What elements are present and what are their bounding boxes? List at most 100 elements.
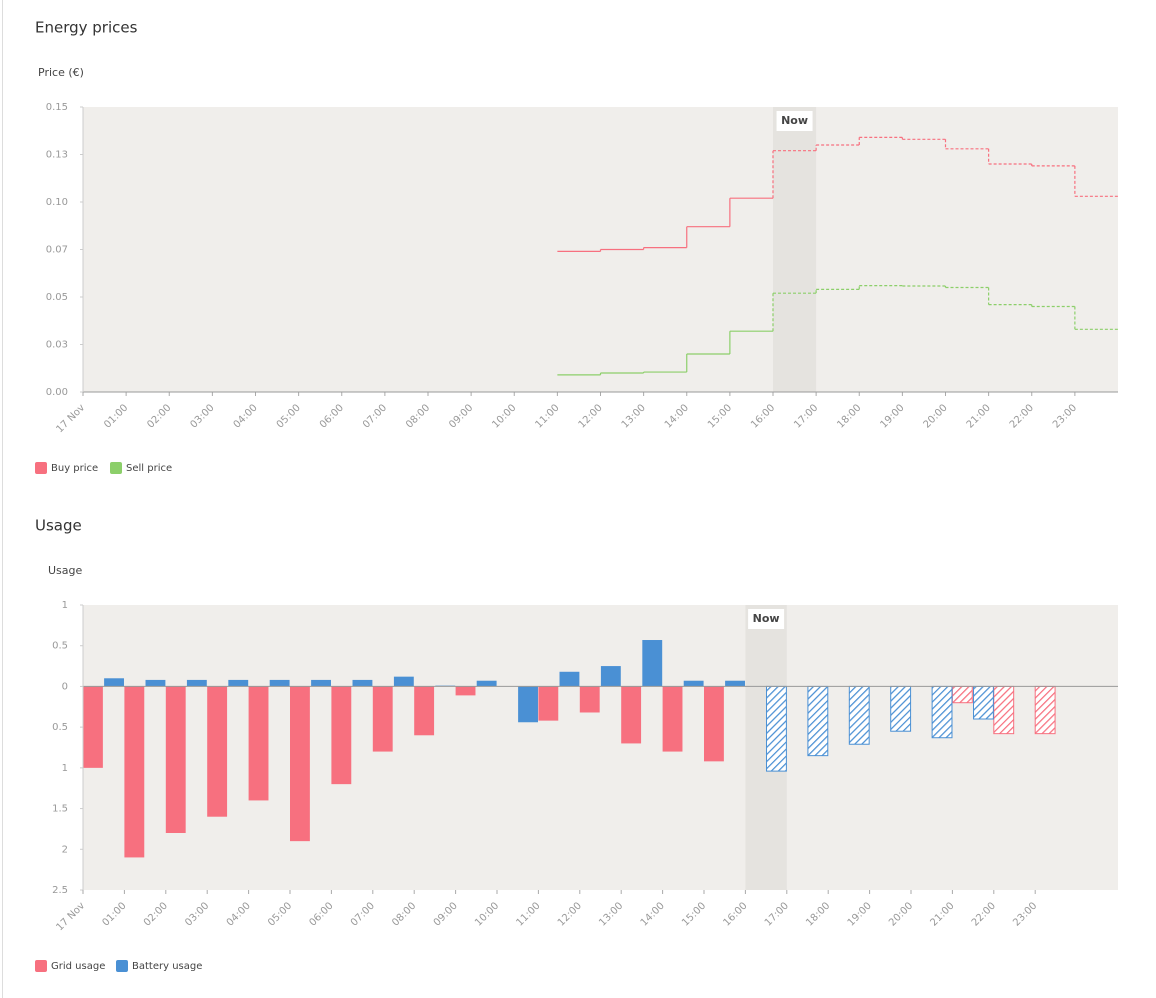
legend-label: Grid usage bbox=[51, 961, 105, 972]
x-tick-label: 11:00 bbox=[533, 402, 561, 430]
bar bbox=[642, 640, 663, 687]
bar bbox=[372, 686, 393, 752]
bar bbox=[579, 686, 600, 713]
bar bbox=[1034, 685, 1056, 735]
x-tick-label: 08:00 bbox=[390, 900, 418, 928]
bar bbox=[393, 676, 414, 687]
x-tick-label: 14:00 bbox=[663, 402, 691, 430]
x-tick-label: 18:00 bbox=[804, 900, 832, 928]
bar bbox=[83, 686, 103, 768]
x-tick-label: 15:00 bbox=[706, 402, 734, 430]
bar bbox=[538, 686, 559, 721]
x-tick-label: 17:00 bbox=[792, 402, 820, 430]
bar bbox=[290, 686, 310, 842]
y-tick-label: 0.05 bbox=[46, 292, 68, 303]
now-label-box bbox=[776, 111, 813, 131]
bar bbox=[269, 679, 290, 687]
section-title: Energy prices bbox=[35, 19, 138, 37]
x-tick-label: 04:00 bbox=[225, 900, 253, 928]
x-tick-label: 07:00 bbox=[349, 900, 377, 928]
bar bbox=[518, 686, 538, 723]
x-tick-label: 15:00 bbox=[680, 900, 708, 928]
x-tick-label: 19:00 bbox=[846, 900, 874, 928]
bar bbox=[931, 685, 953, 739]
x-tick-label: 11:00 bbox=[514, 900, 542, 928]
x-tick-label: 10:00 bbox=[490, 402, 518, 430]
y-tick-label: 1 bbox=[62, 600, 68, 611]
bar bbox=[973, 685, 994, 720]
bar bbox=[228, 679, 249, 687]
x-tick-label: 17 Nov bbox=[54, 900, 87, 933]
x-tick-label: 21:00 bbox=[928, 900, 956, 928]
bar bbox=[455, 686, 476, 696]
x-tick-label: 12:00 bbox=[577, 402, 605, 430]
y-tick-label: 0.5 bbox=[52, 641, 68, 652]
bar bbox=[807, 685, 829, 757]
x-tick-label: 06:00 bbox=[318, 402, 346, 430]
x-tick-label: 20:00 bbox=[887, 900, 915, 928]
now-label-box bbox=[748, 609, 785, 629]
legend-swatch bbox=[35, 960, 47, 972]
bar bbox=[331, 686, 352, 785]
y-tick-label: 2.5 bbox=[52, 885, 68, 896]
bar bbox=[186, 679, 207, 687]
x-tick-label: 22:00 bbox=[1008, 402, 1036, 430]
x-tick-label: 01:00 bbox=[100, 900, 128, 928]
x-tick-label: 03:00 bbox=[183, 900, 211, 928]
bar bbox=[993, 685, 1015, 735]
now-label: Now bbox=[753, 612, 780, 625]
x-tick-label: 07:00 bbox=[361, 402, 389, 430]
axis-title: Usage bbox=[48, 564, 83, 577]
now-band bbox=[773, 107, 817, 392]
legend-label: Sell price bbox=[126, 463, 172, 474]
y-tick-label: 1.5 bbox=[52, 804, 68, 815]
x-tick-label: 21:00 bbox=[965, 402, 993, 430]
bar bbox=[662, 686, 683, 752]
x-tick-label: 20:00 bbox=[922, 402, 950, 430]
bar bbox=[621, 686, 642, 744]
x-tick-label: 01:00 bbox=[102, 402, 130, 430]
y-tick-label: 2 bbox=[62, 844, 68, 855]
bar bbox=[352, 679, 373, 687]
bar bbox=[766, 685, 787, 772]
y-tick-label: 0.15 bbox=[46, 102, 68, 113]
y-tick-label: 0.07 bbox=[46, 245, 68, 256]
x-tick-label: 02:00 bbox=[142, 900, 170, 928]
legend-label: Battery usage bbox=[132, 961, 202, 972]
y-tick-label: 1 bbox=[62, 763, 68, 774]
bar bbox=[476, 680, 497, 687]
y-tick-label: 0.00 bbox=[46, 387, 68, 398]
bar bbox=[124, 686, 145, 858]
x-tick-label: 05:00 bbox=[266, 900, 294, 928]
x-tick-label: 13:00 bbox=[597, 900, 625, 928]
legend-swatch bbox=[110, 462, 122, 474]
x-tick-label: 04:00 bbox=[232, 402, 260, 430]
bar bbox=[414, 686, 435, 736]
y-tick-label: 0.5 bbox=[52, 722, 68, 733]
bar bbox=[311, 679, 331, 687]
x-tick-label: 17 Nov bbox=[54, 402, 87, 435]
x-tick-label: 03:00 bbox=[188, 402, 216, 430]
bar bbox=[704, 686, 724, 762]
x-tick-label: 23:00 bbox=[1051, 402, 1079, 430]
x-tick-label: 09:00 bbox=[432, 900, 460, 928]
bar bbox=[559, 671, 580, 687]
bar bbox=[145, 679, 166, 687]
x-tick-label: 09:00 bbox=[447, 402, 475, 430]
section-title: Usage bbox=[35, 517, 82, 535]
x-tick-label: 12:00 bbox=[556, 900, 584, 928]
x-tick-label: 19:00 bbox=[878, 402, 906, 430]
bar bbox=[951, 685, 973, 704]
x-tick-label: 16:00 bbox=[721, 900, 749, 928]
legend-swatch bbox=[35, 462, 47, 474]
x-tick-label: 14:00 bbox=[639, 900, 667, 928]
bar bbox=[600, 666, 621, 687]
plot-area bbox=[83, 605, 1118, 890]
x-tick-label: 16:00 bbox=[749, 402, 777, 430]
y-tick-label: 0.10 bbox=[46, 197, 68, 208]
x-tick-label: 10:00 bbox=[473, 900, 501, 928]
bar bbox=[725, 680, 745, 687]
x-tick-label: 13:00 bbox=[620, 402, 648, 430]
